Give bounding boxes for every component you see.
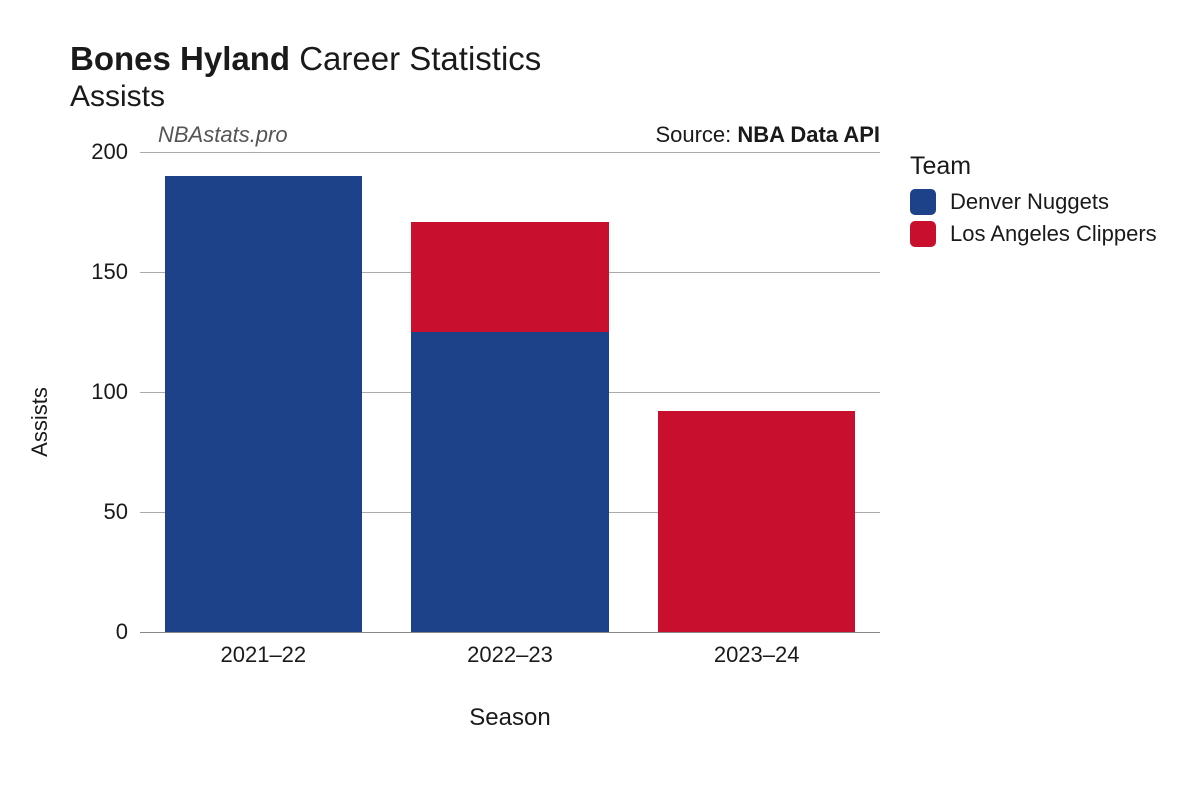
y-tick-label: 50 bbox=[104, 499, 128, 525]
watermark-text: NBAstats.pro bbox=[158, 122, 288, 148]
bar-segment bbox=[411, 332, 608, 632]
legend-label: Denver Nuggets bbox=[950, 189, 1109, 215]
legend-item: Los Angeles Clippers bbox=[910, 221, 1157, 247]
chart-title: Bones Hyland Career Statistics bbox=[70, 40, 1150, 78]
chart-subtitle: Assists bbox=[70, 80, 1150, 114]
y-axis-label: Assists bbox=[27, 387, 53, 457]
source-prefix: Source: bbox=[655, 122, 737, 147]
gridline bbox=[140, 152, 880, 153]
title-block: Bones Hyland Career Statistics Assists bbox=[70, 40, 1150, 114]
legend-item: Denver Nuggets bbox=[910, 189, 1157, 215]
plot-wrap: NBAstats.pro Source: NBA Data API Assist… bbox=[50, 122, 1150, 722]
annotation-row: NBAstats.pro Source: NBA Data API bbox=[50, 122, 1150, 152]
legend-swatch bbox=[910, 189, 936, 215]
title-bold: Bones Hyland bbox=[70, 40, 290, 77]
y-tick-label: 100 bbox=[91, 379, 128, 405]
source-text: Source: NBA Data API bbox=[655, 122, 880, 148]
bar-segment bbox=[411, 222, 608, 332]
title-rest: Career Statistics bbox=[290, 40, 541, 77]
x-tick-label: 2022–23 bbox=[467, 642, 553, 668]
legend-swatch bbox=[910, 221, 936, 247]
chart-container: Bones Hyland Career Statistics Assists N… bbox=[0, 0, 1200, 800]
legend-title: Team bbox=[910, 152, 1157, 181]
x-tick-label: 2021–22 bbox=[221, 642, 307, 668]
legend: Team Denver Nuggets Los Angeles Clippers bbox=[910, 152, 1157, 253]
x-tick-label: 2023–24 bbox=[714, 642, 800, 668]
y-tick-label: 150 bbox=[91, 259, 128, 285]
bar-segment bbox=[658, 411, 855, 632]
y-tick-label: 0 bbox=[116, 619, 128, 645]
x-axis-label: Season bbox=[469, 704, 550, 732]
y-tick-label: 200 bbox=[91, 139, 128, 165]
source-bold: NBA Data API bbox=[737, 122, 880, 147]
legend-label: Los Angeles Clippers bbox=[950, 221, 1157, 247]
bar-segment bbox=[165, 176, 362, 632]
plot-area: 0501001502002021–222022–232023–24 bbox=[140, 152, 880, 632]
